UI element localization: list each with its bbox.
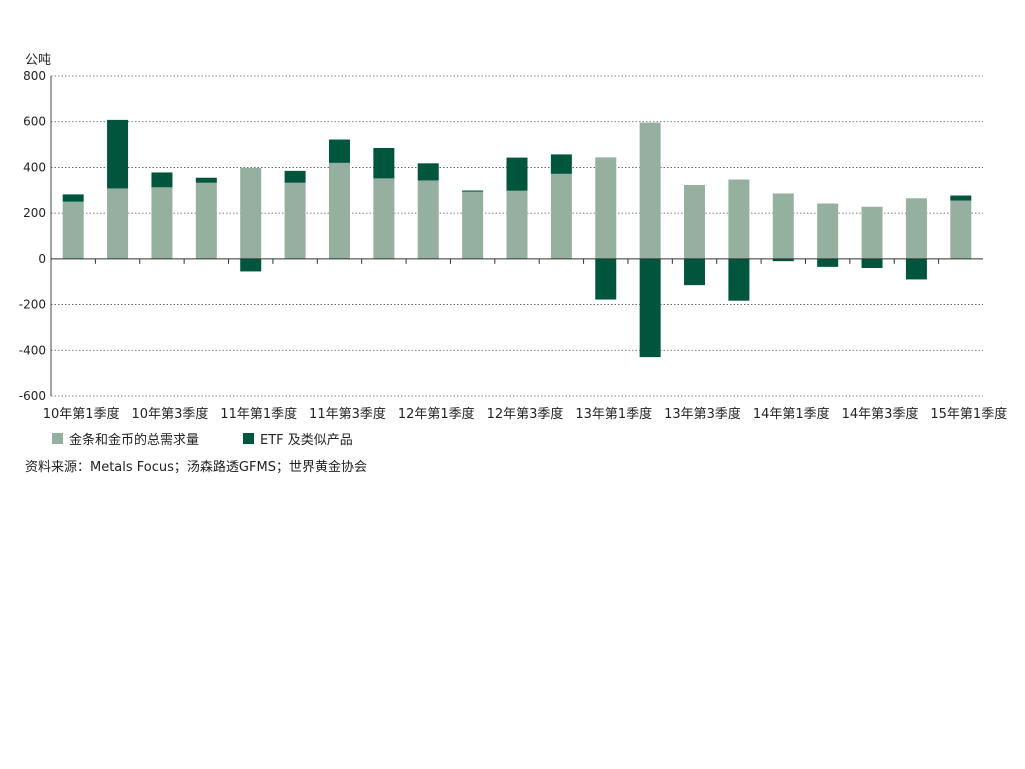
- bar-etf: [728, 258, 750, 301]
- bar-bars-coins: [417, 180, 439, 259]
- y-tick-label: -200: [19, 298, 46, 312]
- bar-bars-coins: [817, 203, 839, 259]
- bar-bars-coins: [550, 173, 572, 259]
- bar-bars-coins: [107, 188, 129, 259]
- y-tick-label: 200: [23, 206, 46, 220]
- bar-bars-coins: [861, 206, 883, 259]
- legend-label-bars-coins: 金条和金币的总需求量: [69, 433, 200, 448]
- legend: 金条和金币的总需求量 ETF 及类似产品: [52, 429, 353, 448]
- bar-etf: [550, 154, 572, 174]
- x-tick-label: 15年第1季度: [930, 406, 1007, 422]
- bar-etf: [817, 258, 839, 267]
- bar-etf: [240, 258, 262, 272]
- bar-bars-coins: [328, 162, 350, 259]
- bar-etf: [462, 190, 484, 192]
- y-tick-label: 400: [23, 160, 46, 174]
- x-tick-label: 10年第3季度: [132, 406, 209, 422]
- legend-swatch-etf: [243, 433, 255, 444]
- bar-bars-coins: [772, 193, 794, 259]
- bar-etf: [905, 258, 927, 280]
- bar-etf: [861, 258, 883, 268]
- bar-etf: [195, 177, 217, 183]
- y-tick-label: 600: [23, 115, 46, 129]
- bar-etf: [684, 258, 706, 286]
- source-note: 资料来源：Metals Focus；汤森路透GFMS；世界黄金协会: [25, 460, 367, 475]
- stacked-bar-chart: -600 -400 -200 0 200 400 600 800 10年第1季度 10年第3季度 1…: [19, 69, 1007, 422]
- bar-etf: [639, 258, 661, 358]
- bar-bars-coins: [240, 167, 262, 259]
- bar-bars-coins: [151, 187, 173, 259]
- bar-bars-coins: [195, 182, 217, 259]
- bar-etf: [151, 172, 173, 188]
- bar-etf: [284, 170, 306, 183]
- bar-bars-coins: [684, 185, 706, 259]
- bar-bars-coins: [373, 178, 395, 259]
- bar-bars-coins: [905, 198, 927, 259]
- bar-bars-coins: [950, 200, 972, 259]
- bar-etf: [417, 163, 439, 181]
- x-tick-label: 14年第3季度: [842, 406, 919, 422]
- legend-item-etf: ETF 及类似产品: [243, 429, 353, 448]
- bar-bars-coins: [462, 191, 484, 259]
- y-tick-label: -600: [19, 389, 46, 403]
- chart-area: -600 -400 -200 0 200 400 600 800 10年第1季度 10年第3季度 1…: [19, 69, 1007, 422]
- bar-bars-coins: [62, 201, 84, 259]
- bar-bars-coins: [595, 157, 617, 259]
- y-tick-label: 800: [23, 69, 46, 83]
- bar-bars-coins: [284, 182, 306, 259]
- bar-etf: [328, 139, 350, 163]
- bar-etf: [595, 258, 617, 300]
- x-tick-label: 13年第3季度: [664, 406, 741, 422]
- x-tick-label: 10年第1季度: [43, 406, 120, 422]
- x-tick-label: 11年第3季度: [309, 406, 386, 422]
- bar-etf: [506, 157, 528, 191]
- bar-bars-coins: [728, 179, 750, 259]
- y-tick-label: 0: [38, 252, 46, 266]
- bar-etf: [950, 195, 972, 201]
- bar-bars-coins: [506, 190, 528, 259]
- y-axis-unit-label: 公吨: [25, 53, 52, 68]
- bar-etf: [62, 194, 84, 202]
- bar-etf: [373, 148, 395, 179]
- y-tick-label: -400: [19, 343, 46, 357]
- x-tick-label: 12年第3季度: [487, 406, 564, 422]
- legend-item-bars-coins: 金条和金币的总需求量: [52, 429, 199, 448]
- x-tick-label: 14年第1季度: [753, 406, 830, 422]
- bar-etf: [772, 258, 794, 262]
- x-tick-label: 11年第1季度: [220, 406, 297, 422]
- x-tick-label: 12年第1季度: [398, 406, 475, 422]
- bar-etf: [107, 119, 129, 189]
- legend-label-etf: ETF 及类似产品: [260, 433, 353, 448]
- bar-bars-coins: [639, 122, 661, 259]
- legend-swatch-bars-coins: [52, 433, 63, 444]
- x-tick-label: 13年第1季度: [575, 406, 652, 422]
